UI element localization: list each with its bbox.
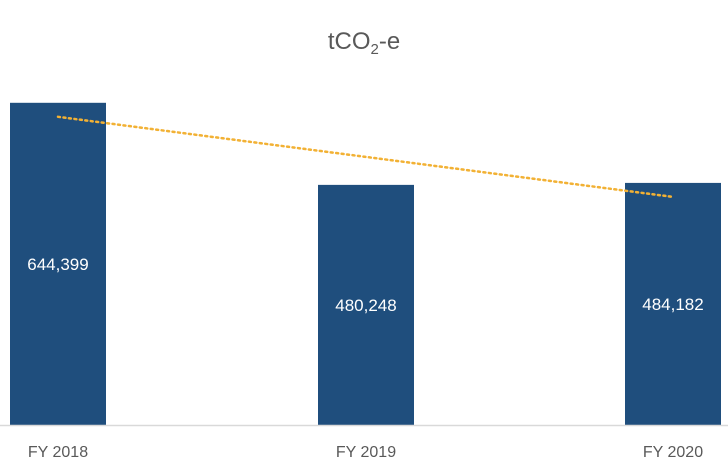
data-label: 480,248 <box>335 296 396 315</box>
chart-title: tCO2-e <box>0 28 728 58</box>
data-label: 644,399 <box>27 255 88 274</box>
chart-title-subscript: 2 <box>370 41 379 58</box>
data-label: 484,182 <box>642 295 703 314</box>
chart-title-suffix: -e <box>378 28 401 55</box>
x-tick-label: FY 2018 <box>28 444 88 461</box>
chart-title-main: tCO <box>327 28 371 55</box>
x-tick-label: FY 2020 <box>643 444 703 461</box>
bar-fy-2019 <box>318 184 414 425</box>
bar-fy-2018 <box>10 102 106 425</box>
trendline <box>56 115 675 199</box>
x-tick-label: FY 2019 <box>336 444 396 461</box>
bar-fy-2020 <box>625 182 721 425</box>
